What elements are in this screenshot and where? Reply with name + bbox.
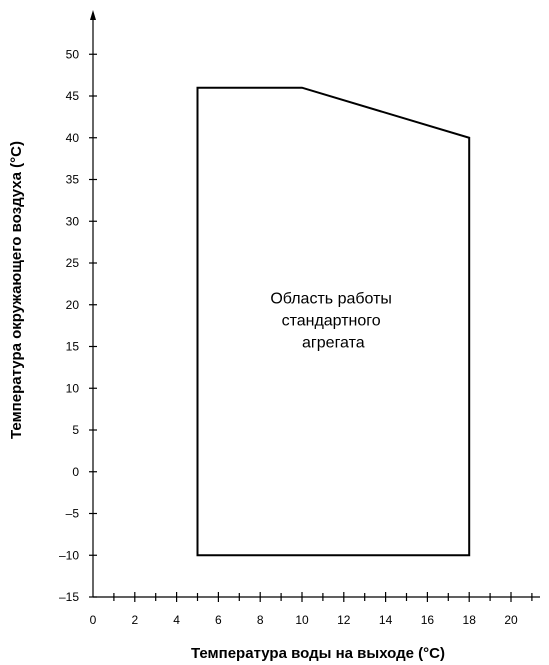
- region-label-line-2: стандартного: [282, 313, 381, 330]
- x-tick-label: 6: [215, 613, 222, 627]
- x-tick-label: 20: [504, 613, 518, 627]
- y-tick-label: –5: [66, 507, 80, 521]
- y-tick-label: 40: [66, 131, 80, 145]
- y-tick-label: 25: [66, 256, 80, 270]
- x-axis-ticks: 0 2 4 6 8 10 12 14 16 18 20: [90, 592, 533, 627]
- x-tick-label: 16: [421, 613, 435, 627]
- y-tick-label: 30: [66, 214, 80, 228]
- y-tick-label: 20: [66, 298, 80, 312]
- x-tick-label: 18: [463, 613, 477, 627]
- region-label-line-3: агрегата: [302, 335, 365, 352]
- chart-axes: [90, 10, 540, 598]
- y-tick-label: 15: [66, 340, 80, 354]
- operating-region-label: Область работы стандартного агрегата: [270, 291, 396, 352]
- y-tick-label: 45: [66, 89, 80, 103]
- operating-region: Область работы стандартного агрегата: [196, 86, 471, 557]
- y-tick-label: 10: [66, 381, 80, 395]
- y-tick-label: 50: [66, 47, 80, 61]
- operating-region-outline: [196, 86, 471, 557]
- x-tick-label: 14: [379, 613, 393, 627]
- region-label-line-1: Область работы: [270, 291, 392, 308]
- x-axis-title: Температура воды на выходе (°C): [191, 645, 445, 662]
- x-tick-label: 4: [173, 613, 180, 627]
- y-tick-label: –15: [59, 590, 79, 604]
- y-axis-arrow-icon: [90, 10, 96, 20]
- x-tick-label: 2: [131, 613, 138, 627]
- x-tick-label: 10: [295, 613, 309, 627]
- y-tick-label: 35: [66, 173, 80, 187]
- x-tick-label: 8: [257, 613, 264, 627]
- y-axis-title: Температура окружающего воздуха (°C): [8, 141, 25, 439]
- y-tick-label: –10: [59, 548, 79, 562]
- x-tick-label: 0: [90, 613, 97, 627]
- y-tick-label: 0: [72, 465, 79, 479]
- x-tick-label: 12: [337, 613, 351, 627]
- y-tick-label: 5: [72, 423, 79, 437]
